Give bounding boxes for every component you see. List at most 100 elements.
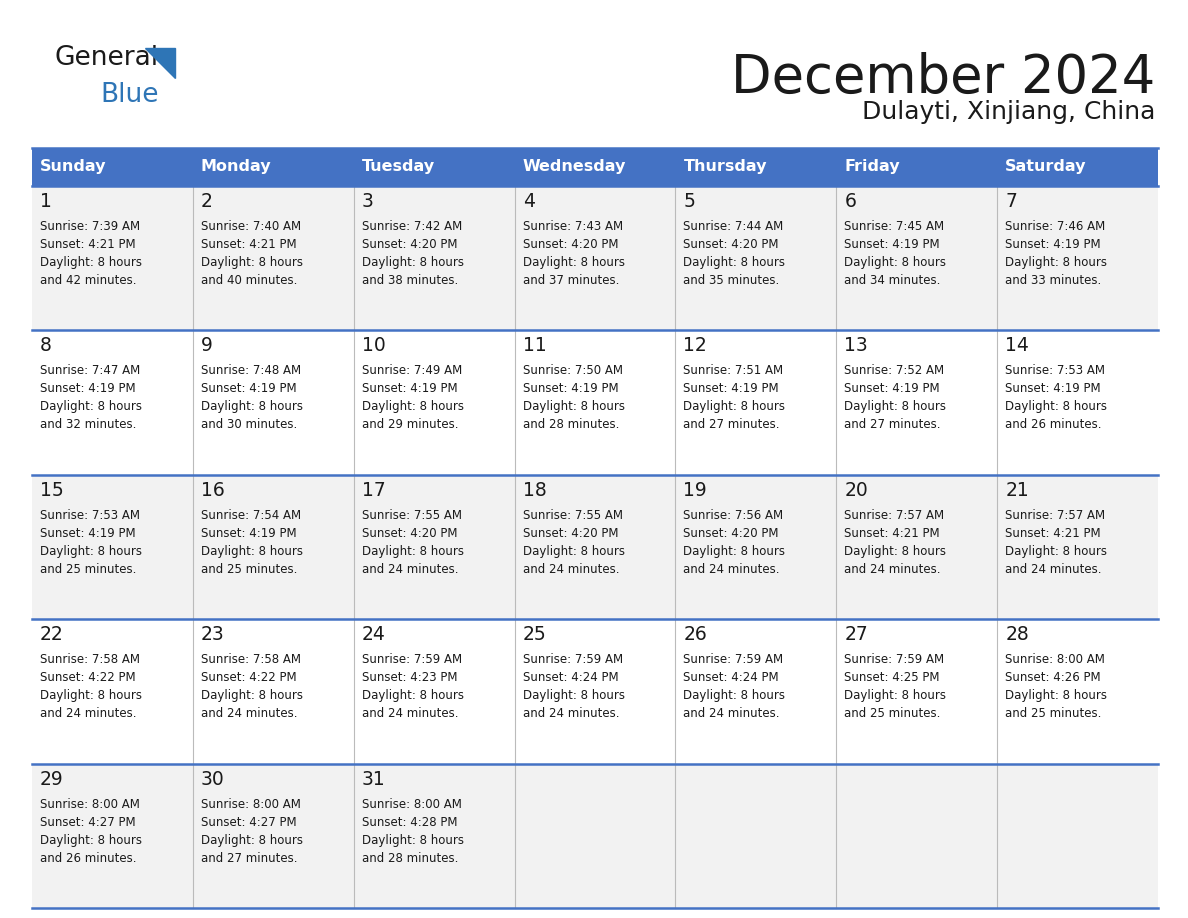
- Text: Daylight: 8 hours: Daylight: 8 hours: [845, 689, 947, 702]
- Text: Sunset: 4:21 PM: Sunset: 4:21 PM: [1005, 527, 1101, 540]
- Text: 12: 12: [683, 336, 707, 355]
- Text: and 32 minutes.: and 32 minutes.: [40, 419, 137, 431]
- Text: Sunset: 4:21 PM: Sunset: 4:21 PM: [845, 527, 940, 540]
- Text: Sunrise: 7:55 AM: Sunrise: 7:55 AM: [523, 509, 623, 521]
- Text: Sunrise: 7:49 AM: Sunrise: 7:49 AM: [361, 364, 462, 377]
- Text: Sunset: 4:19 PM: Sunset: 4:19 PM: [1005, 383, 1101, 396]
- Text: and 34 minutes.: and 34 minutes.: [845, 274, 941, 287]
- Text: Daylight: 8 hours: Daylight: 8 hours: [845, 544, 947, 558]
- Text: Sunset: 4:20 PM: Sunset: 4:20 PM: [683, 527, 779, 540]
- Text: Sunset: 4:19 PM: Sunset: 4:19 PM: [1005, 238, 1101, 251]
- Text: and 28 minutes.: and 28 minutes.: [523, 419, 619, 431]
- Text: 15: 15: [40, 481, 64, 499]
- Text: and 27 minutes.: and 27 minutes.: [845, 419, 941, 431]
- Text: Sunset: 4:19 PM: Sunset: 4:19 PM: [201, 383, 297, 396]
- Text: Saturday: Saturday: [1005, 160, 1087, 174]
- Text: Sunrise: 7:59 AM: Sunrise: 7:59 AM: [361, 654, 462, 666]
- Text: and 24 minutes.: and 24 minutes.: [683, 707, 781, 721]
- Text: Sunrise: 7:52 AM: Sunrise: 7:52 AM: [845, 364, 944, 377]
- Text: Daylight: 8 hours: Daylight: 8 hours: [361, 544, 463, 558]
- Text: Sunset: 4:19 PM: Sunset: 4:19 PM: [40, 527, 135, 540]
- Text: Daylight: 8 hours: Daylight: 8 hours: [523, 689, 625, 702]
- Text: 10: 10: [361, 336, 385, 355]
- Text: and 24 minutes.: and 24 minutes.: [683, 563, 781, 576]
- Text: 11: 11: [523, 336, 546, 355]
- Text: Daylight: 8 hours: Daylight: 8 hours: [361, 400, 463, 413]
- Text: Daylight: 8 hours: Daylight: 8 hours: [361, 689, 463, 702]
- Text: Sunset: 4:21 PM: Sunset: 4:21 PM: [201, 238, 297, 251]
- Text: Sunrise: 7:44 AM: Sunrise: 7:44 AM: [683, 220, 784, 233]
- Bar: [32, 148, 192, 186]
- Polygon shape: [145, 48, 175, 78]
- Text: Sunset: 4:26 PM: Sunset: 4:26 PM: [1005, 671, 1101, 684]
- Text: 16: 16: [201, 481, 225, 499]
- Text: Sunrise: 7:42 AM: Sunrise: 7:42 AM: [361, 220, 462, 233]
- Text: and 25 minutes.: and 25 minutes.: [845, 707, 941, 721]
- Text: Daylight: 8 hours: Daylight: 8 hours: [845, 400, 947, 413]
- Text: 9: 9: [201, 336, 213, 355]
- Bar: [836, 148, 997, 186]
- Text: and 25 minutes.: and 25 minutes.: [40, 563, 137, 576]
- Text: Sunset: 4:27 PM: Sunset: 4:27 PM: [40, 815, 135, 829]
- Text: and 30 minutes.: and 30 minutes.: [201, 419, 297, 431]
- Text: Sunset: 4:21 PM: Sunset: 4:21 PM: [40, 238, 135, 251]
- Text: Sunset: 4:27 PM: Sunset: 4:27 PM: [201, 815, 297, 829]
- Text: Sunset: 4:19 PM: Sunset: 4:19 PM: [40, 383, 135, 396]
- Text: Sunset: 4:20 PM: Sunset: 4:20 PM: [683, 238, 779, 251]
- Text: Sunrise: 7:43 AM: Sunrise: 7:43 AM: [523, 220, 623, 233]
- Text: Daylight: 8 hours: Daylight: 8 hours: [40, 834, 143, 846]
- Text: Sunset: 4:19 PM: Sunset: 4:19 PM: [845, 383, 940, 396]
- Text: Daylight: 8 hours: Daylight: 8 hours: [683, 256, 785, 269]
- Text: Sunday: Sunday: [40, 160, 107, 174]
- Text: 17: 17: [361, 481, 385, 499]
- Text: and 25 minutes.: and 25 minutes.: [201, 563, 297, 576]
- Text: Sunset: 4:19 PM: Sunset: 4:19 PM: [845, 238, 940, 251]
- Text: Sunrise: 8:00 AM: Sunrise: 8:00 AM: [1005, 654, 1105, 666]
- Text: Sunset: 4:28 PM: Sunset: 4:28 PM: [361, 815, 457, 829]
- Text: Daylight: 8 hours: Daylight: 8 hours: [201, 400, 303, 413]
- Text: Blue: Blue: [100, 82, 158, 108]
- Text: Wednesday: Wednesday: [523, 160, 626, 174]
- Text: Daylight: 8 hours: Daylight: 8 hours: [361, 256, 463, 269]
- Text: and 24 minutes.: and 24 minutes.: [361, 563, 459, 576]
- Text: Daylight: 8 hours: Daylight: 8 hours: [1005, 689, 1107, 702]
- Bar: [32, 186, 1158, 330]
- Text: Daylight: 8 hours: Daylight: 8 hours: [40, 256, 143, 269]
- Text: and 42 minutes.: and 42 minutes.: [40, 274, 137, 287]
- Text: Tuesday: Tuesday: [361, 160, 435, 174]
- Text: 24: 24: [361, 625, 386, 644]
- Text: 6: 6: [845, 192, 857, 211]
- Text: 18: 18: [523, 481, 546, 499]
- Text: Sunset: 4:24 PM: Sunset: 4:24 PM: [523, 671, 618, 684]
- Text: Sunset: 4:22 PM: Sunset: 4:22 PM: [40, 671, 135, 684]
- Text: Daylight: 8 hours: Daylight: 8 hours: [361, 834, 463, 846]
- Text: and 24 minutes.: and 24 minutes.: [523, 563, 619, 576]
- Text: Daylight: 8 hours: Daylight: 8 hours: [683, 689, 785, 702]
- Text: Daylight: 8 hours: Daylight: 8 hours: [683, 544, 785, 558]
- Text: Daylight: 8 hours: Daylight: 8 hours: [1005, 400, 1107, 413]
- Text: and 38 minutes.: and 38 minutes.: [361, 274, 457, 287]
- Text: 8: 8: [40, 336, 52, 355]
- Text: Daylight: 8 hours: Daylight: 8 hours: [201, 544, 303, 558]
- Text: Sunrise: 7:55 AM: Sunrise: 7:55 AM: [361, 509, 462, 521]
- Text: 5: 5: [683, 192, 695, 211]
- Text: and 24 minutes.: and 24 minutes.: [40, 707, 137, 721]
- Bar: [32, 330, 1158, 475]
- Text: Daylight: 8 hours: Daylight: 8 hours: [201, 689, 303, 702]
- Text: and 25 minutes.: and 25 minutes.: [1005, 707, 1101, 721]
- Text: Sunrise: 7:59 AM: Sunrise: 7:59 AM: [683, 654, 784, 666]
- Text: 4: 4: [523, 192, 535, 211]
- Bar: [32, 764, 1158, 908]
- Text: Sunset: 4:20 PM: Sunset: 4:20 PM: [523, 527, 618, 540]
- Text: and 37 minutes.: and 37 minutes.: [523, 274, 619, 287]
- Text: Sunrise: 7:39 AM: Sunrise: 7:39 AM: [40, 220, 140, 233]
- Text: 2: 2: [201, 192, 213, 211]
- Text: Sunset: 4:19 PM: Sunset: 4:19 PM: [201, 527, 297, 540]
- Bar: [32, 475, 1158, 620]
- Text: 3: 3: [361, 192, 373, 211]
- Bar: [32, 620, 1158, 764]
- Text: Sunset: 4:20 PM: Sunset: 4:20 PM: [523, 238, 618, 251]
- Text: and 29 minutes.: and 29 minutes.: [361, 419, 459, 431]
- Text: Sunset: 4:19 PM: Sunset: 4:19 PM: [523, 383, 618, 396]
- Text: Daylight: 8 hours: Daylight: 8 hours: [40, 689, 143, 702]
